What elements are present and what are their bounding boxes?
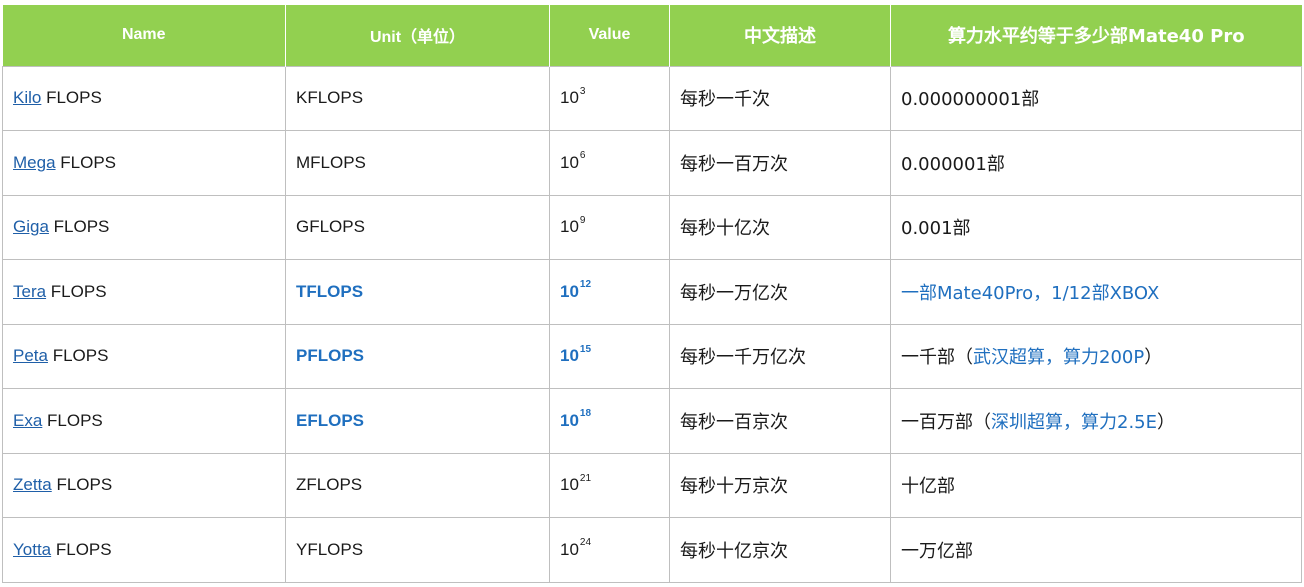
name-cell: Tera FLOPS: [2, 259, 286, 325]
name-cell: Peta FLOPS: [2, 323, 286, 389]
value-base: 10: [560, 152, 579, 172]
description-cell: 每秒十万京次: [669, 452, 891, 518]
equivalent-cell: 一万亿部: [890, 517, 1302, 583]
value-base: 10: [560, 475, 579, 495]
value-base: 10: [560, 539, 579, 559]
value-exponent: 9: [579, 214, 586, 226]
description-cell: 每秒一千次: [669, 65, 891, 131]
table-row: Yotta FLOPS YFLOPS 1024 每秒十亿京次 一万亿部: [2, 517, 1302, 583]
header-value: Value: [549, 5, 670, 66]
equivalent-prefix: 一百万部（: [901, 411, 991, 433]
value-exponent: 15: [579, 343, 592, 355]
value-cell: 106: [549, 130, 670, 196]
description-cell: 每秒十亿京次: [669, 517, 891, 583]
table-row: Zetta FLOPS ZFLOPS 1021 每秒十万京次 十亿部: [2, 452, 1302, 518]
table-row: Peta FLOPS PFLOPS 1015 每秒一千万亿次 一千部（武汉超算，…: [2, 323, 1302, 389]
unit-cell-highlighted: PFLOPS: [285, 323, 550, 389]
header-mate40-equivalent: 算力水平约等于多少部Mate40 Pro: [890, 5, 1302, 66]
name-suffix: FLOPS: [51, 475, 113, 495]
flops-table: Name Unit（单位） Value 中文描述 算力水平约等于多少部Mate4…: [2, 5, 1302, 583]
unit-cell: YFLOPS: [285, 517, 550, 583]
prefix-link-tera[interactable]: Tera: [13, 281, 47, 301]
equivalent-suffix: ）: [1144, 347, 1163, 369]
header-row: Name Unit（单位） Value 中文描述 算力水平约等于多少部Mate4…: [2, 5, 1302, 66]
value-exponent: 6: [579, 150, 586, 162]
value-cell-highlighted: 1012: [549, 259, 670, 325]
prefix-link-exa[interactable]: Exa: [13, 410, 43, 430]
description-cell: 每秒一百万次: [669, 130, 891, 196]
name-suffix: FLOPS: [47, 346, 109, 366]
value-cell-highlighted: 1015: [549, 323, 670, 389]
equivalent-cell: 0.000001部: [890, 130, 1302, 196]
unit-cell: GFLOPS: [285, 194, 550, 260]
table-row: Giga FLOPS GFLOPS 109 每秒十亿次 0.001部: [2, 194, 1302, 260]
table-row: Exa FLOPS EFLOPS 1018 每秒一百京次 一百万部（深圳超算，算…: [2, 388, 1302, 454]
prefix-link-peta[interactable]: Peta: [13, 346, 48, 366]
name-cell: Mega FLOPS: [2, 130, 286, 196]
equivalent-suffix: ）: [1157, 411, 1175, 433]
value-exponent: 21: [579, 472, 592, 484]
name-suffix: FLOPS: [48, 217, 110, 237]
value-cell: 1021: [549, 452, 670, 518]
value-cell: 1024: [549, 517, 670, 583]
prefix-link-zetta[interactable]: Zetta: [13, 475, 52, 495]
equivalent-cell: 0.001部: [890, 194, 1302, 260]
name-cell: Zetta FLOPS: [2, 452, 286, 518]
name-cell: Yotta FLOPS: [2, 517, 286, 583]
unit-cell: MFLOPS: [285, 130, 550, 196]
value-base: 10: [560, 281, 579, 301]
equivalent-cell: 一千部（武汉超算，算力200P）: [890, 323, 1302, 389]
value-base: 10: [560, 88, 579, 108]
value-exponent: 24: [579, 537, 592, 549]
equivalent-cell: 0.000000001部: [890, 65, 1302, 131]
prefix-link-mega[interactable]: Mega: [13, 152, 56, 172]
prefix-link-yotta[interactable]: Yotta: [13, 539, 52, 559]
header-description: 中文描述: [669, 5, 891, 66]
name-suffix: FLOPS: [51, 539, 112, 559]
unit-cell: ZFLOPS: [285, 452, 550, 518]
description-cell: 每秒十亿次: [669, 194, 891, 260]
value-base: 10: [560, 410, 579, 430]
value-cell: 109: [549, 194, 670, 260]
equivalent-cell: 一百万部（深圳超算，算力2.5E）: [890, 388, 1302, 454]
name-suffix: FLOPS: [55, 152, 116, 172]
unit-cell-highlighted: EFLOPS: [285, 388, 550, 454]
table-row: Kilo FLOPS KFLOPS 103 每秒一千次 0.000000001部: [2, 65, 1302, 131]
value-base: 10: [560, 217, 579, 237]
description-cell: 每秒一千万亿次: [669, 323, 891, 389]
value-exponent: 12: [579, 279, 592, 291]
value-cell: 103: [549, 65, 670, 131]
name-cell: Kilo FLOPS: [2, 65, 286, 131]
equivalent-prefix: 一千部（: [901, 347, 973, 369]
value-cell-highlighted: 1018: [549, 388, 670, 454]
prefix-link-kilo[interactable]: Kilo: [13, 88, 42, 108]
table-row: Mega FLOPS MFLOPS 106 每秒一百万次 0.000001部: [2, 130, 1302, 196]
flops-table-container: Name Unit（单位） Value 中文描述 算力水平约等于多少部Mate4…: [2, 5, 1302, 583]
name-cell: Exa FLOPS: [2, 388, 286, 454]
value-exponent: 18: [579, 408, 592, 420]
name-suffix: FLOPS: [41, 88, 102, 108]
unit-cell-highlighted: TFLOPS: [285, 259, 550, 325]
supercomputer-note: 深圳超算，算力2.5E: [991, 411, 1157, 433]
description-cell: 每秒一百京次: [669, 388, 891, 454]
header-name: Name: [2, 5, 286, 66]
name-suffix: FLOPS: [46, 281, 107, 301]
equivalent-cell: 十亿部: [890, 452, 1302, 518]
name-cell: Giga FLOPS: [2, 194, 286, 260]
supercomputer-note: 武汉超算，算力200P: [973, 347, 1145, 369]
unit-cell: KFLOPS: [285, 65, 550, 131]
value-exponent: 3: [579, 85, 586, 97]
description-cell: 每秒一万亿次: [669, 259, 891, 325]
prefix-link-giga[interactable]: Giga: [13, 217, 49, 237]
equivalent-cell-highlighted: 一部Mate40Pro，1/12部XBOX: [890, 259, 1302, 325]
value-base: 10: [560, 346, 579, 366]
name-suffix: FLOPS: [42, 410, 103, 430]
header-unit: Unit（单位）: [285, 5, 550, 66]
table-row: Tera FLOPS TFLOPS 1012 每秒一万亿次 一部Mate40Pr…: [2, 259, 1302, 325]
